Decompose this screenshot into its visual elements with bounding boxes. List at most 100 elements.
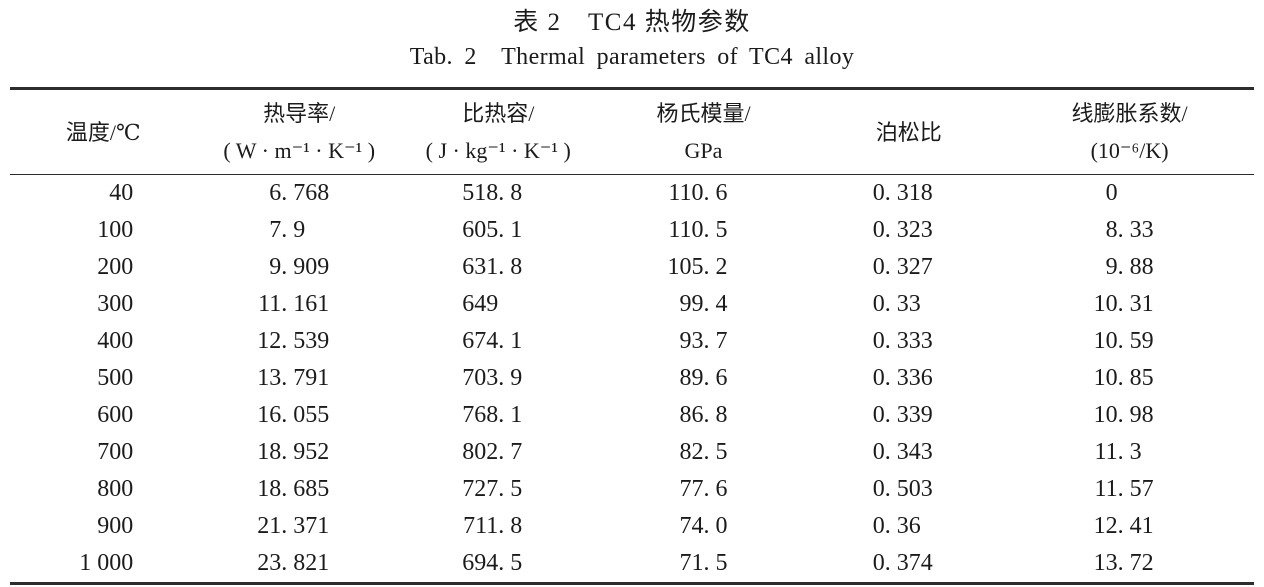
cell-youngs-modulus: 105. 2 <box>667 254 728 280</box>
table-row: 700 18. 952 802. 7 82. 5 0. 343 11. 3 <box>10 434 1254 471</box>
cell-linear-expansion: 10. 59 <box>1093 328 1154 354</box>
cell-youngs-modulus: 77. 6 <box>679 476 728 502</box>
cell-thermal-conductivity: 18. 685 <box>257 476 330 502</box>
thermal-parameters-table: 温度/℃ 热导率/ ( W · m⁻¹ · K⁻¹ ) 比热容/ ( J · kg⁻¹ … <box>10 87 1254 585</box>
cell-linear-expansion: 9. 88 <box>1105 254 1154 280</box>
header-line: GPa <box>684 138 723 163</box>
table-row: 400 12. 539 674. 1 93. 7 0. 333 10. 59 <box>10 323 1254 360</box>
cell-poissons-ratio: 0. 503 <box>872 476 933 502</box>
header-line: 泊松比 <box>875 119 942 145</box>
header-line: ( J · kg⁻¹ · K⁻¹ ) <box>425 138 571 163</box>
cell-youngs-modulus: 110. 6 <box>668 180 728 206</box>
table-row: 600 16. 055 768. 1 86. 8 0. 339 10. 98 <box>10 397 1254 434</box>
cell-temperature: 40 <box>109 180 134 206</box>
column-header-poissons-ratio: 泊松比 <box>812 89 1005 175</box>
cell-linear-expansion: 10. 98 <box>1093 402 1154 428</box>
cell-thermal-conductivity: 16. 055 <box>257 402 330 428</box>
cell-specific-heat: 727. 5 <box>462 476 523 502</box>
header-line: 线膨胀系数/ <box>1071 101 1188 126</box>
cell-linear-expansion: 11. 3 <box>1094 439 1142 465</box>
cell-poissons-ratio: 0. 36 <box>872 513 921 539</box>
table-row: 1 000 23. 821 694. 5 71. 5 0. 374 13. 72 <box>10 545 1254 584</box>
cell-linear-expansion: 13. 72 <box>1093 550 1154 576</box>
cell-poissons-ratio: 0. 336 <box>872 365 933 391</box>
table-row: 40 6. 768 518. 8 110. 6 0. 318 0 <box>10 175 1254 213</box>
table-title-english: Tab. 2 Thermal parameters of TC4 alloy <box>409 44 855 70</box>
cell-thermal-conductivity: 6. 768 <box>269 180 330 206</box>
cell-linear-expansion: 10. 85 <box>1093 365 1154 391</box>
column-header-specific-heat: 比热容/ ( J · kg⁻¹ · K⁻¹ ) <box>402 89 595 175</box>
cell-poissons-ratio: 0. 327 <box>872 254 933 280</box>
cell-temperature: 600 <box>97 402 134 428</box>
cell-specific-heat: 711. 8 <box>463 513 523 539</box>
cell-temperature: 800 <box>97 476 134 502</box>
cell-temperature: 1 000 <box>79 550 134 576</box>
cell-youngs-modulus: 99. 4 <box>679 291 728 317</box>
cell-youngs-modulus: 82. 5 <box>679 439 728 465</box>
cell-youngs-modulus: 74. 0 <box>679 513 728 539</box>
cell-poissons-ratio: 0. 318 <box>872 180 933 206</box>
cell-poissons-ratio: 0. 333 <box>872 328 933 354</box>
cell-poissons-ratio: 0. 374 <box>872 550 933 576</box>
table-row: 300 11. 161 649 99. 4 0. 33 10. 31 <box>10 286 1254 323</box>
header-line: 杨氏模量/ <box>656 101 751 126</box>
cell-thermal-conductivity: 13. 791 <box>257 365 330 391</box>
header-line: 比热容/ <box>462 101 535 126</box>
column-header-thermal-conductivity: 热导率/ ( W · m⁻¹ · K⁻¹ ) <box>197 89 402 175</box>
column-header-linear-expansion: 线膨胀系数/ (10⁻⁶/K) <box>1005 89 1254 175</box>
cell-temperature: 700 <box>97 439 134 465</box>
table-row: 500 13. 791 703. 9 89. 6 0. 336 10. 85 <box>10 360 1254 397</box>
table-row: 800 18. 685 727. 5 77. 6 0. 503 11. 57 <box>10 471 1254 508</box>
cell-specific-heat: 703. 9 <box>462 365 523 391</box>
cell-youngs-modulus: 110. 5 <box>668 217 728 243</box>
cell-temperature: 100 <box>97 217 134 243</box>
cell-youngs-modulus: 93. 7 <box>679 328 728 354</box>
cell-linear-expansion: 10. 31 <box>1093 291 1154 317</box>
cell-poissons-ratio: 0. 323 <box>872 217 933 243</box>
cell-youngs-modulus: 71. 5 <box>679 550 728 576</box>
cell-thermal-conductivity: 21. 371 <box>257 513 330 539</box>
cell-specific-heat: 649 <box>462 291 499 317</box>
cell-temperature: 300 <box>97 291 134 317</box>
table-row: 900 21. 371 711. 8 74. 0 0. 36 12. 41 <box>10 508 1254 545</box>
cell-temperature: 400 <box>97 328 134 354</box>
table-title-chinese: 表 2 TC4 热物参数 <box>513 9 751 36</box>
header-line: 温度/℃ <box>65 119 141 145</box>
cell-thermal-conductivity: 18. 952 <box>257 439 330 465</box>
header-line: (10⁻⁶/K) <box>1090 138 1169 163</box>
table-row: 200 9. 909 631. 8 105. 2 0. 327 9. 88 <box>10 249 1254 286</box>
cell-thermal-conductivity: 7. 9 <box>269 217 306 243</box>
cell-specific-heat: 631. 8 <box>462 254 523 280</box>
table-body: 40 6. 768 518. 8 110. 6 0. 318 0 100 7. 9 605. 1… <box>10 175 1254 584</box>
header-line: ( W · m⁻¹ · K⁻¹ ) <box>223 138 376 163</box>
cell-specific-heat: 802. 7 <box>462 439 523 465</box>
cell-temperature: 900 <box>97 513 134 539</box>
cell-thermal-conductivity: 11. 161 <box>258 291 330 317</box>
cell-youngs-modulus: 89. 6 <box>679 365 728 391</box>
column-header-youngs-modulus: 杨氏模量/GPa <box>595 89 813 175</box>
cell-poissons-ratio: 0. 33 <box>872 291 921 317</box>
table-container: 温度/℃ 热导率/ ( W · m⁻¹ · K⁻¹ ) 比热容/ ( J · kg⁻¹ … <box>10 87 1254 585</box>
cell-temperature: 500 <box>97 365 134 391</box>
cell-specific-heat: 694. 5 <box>462 550 523 576</box>
cell-specific-heat: 605. 1 <box>462 217 523 243</box>
cell-specific-heat: 768. 1 <box>462 402 523 428</box>
cell-specific-heat: 518. 8 <box>462 180 523 206</box>
table-captions: 表 2 TC4 热物参数 Tab. 2 Thermal parameters o… <box>0 0 1264 74</box>
column-header-temperature: 温度/℃ <box>10 89 197 175</box>
cell-youngs-modulus: 86. 8 <box>679 402 728 428</box>
cell-linear-expansion: 12. 41 <box>1093 513 1154 539</box>
cell-thermal-conductivity: 23. 821 <box>257 550 330 576</box>
header-line: 热导率/ <box>263 101 336 126</box>
cell-linear-expansion: 0 <box>1105 180 1118 206</box>
cell-specific-heat: 674. 1 <box>462 328 523 354</box>
header-row: 温度/℃ 热导率/ ( W · m⁻¹ · K⁻¹ ) 比热容/ ( J · kg⁻¹ … <box>10 89 1254 175</box>
cell-linear-expansion: 8. 33 <box>1105 217 1154 243</box>
cell-poissons-ratio: 0. 343 <box>872 439 933 465</box>
cell-thermal-conductivity: 9. 909 <box>269 254 330 280</box>
table-row: 100 7. 9 605. 1 110. 5 0. 323 8. 33 <box>10 212 1254 249</box>
cell-temperature: 200 <box>97 254 134 280</box>
table-header: 温度/℃ 热导率/ ( W · m⁻¹ · K⁻¹ ) 比热容/ ( J · kg⁻¹ … <box>10 89 1254 175</box>
cell-thermal-conductivity: 12. 539 <box>257 328 330 354</box>
